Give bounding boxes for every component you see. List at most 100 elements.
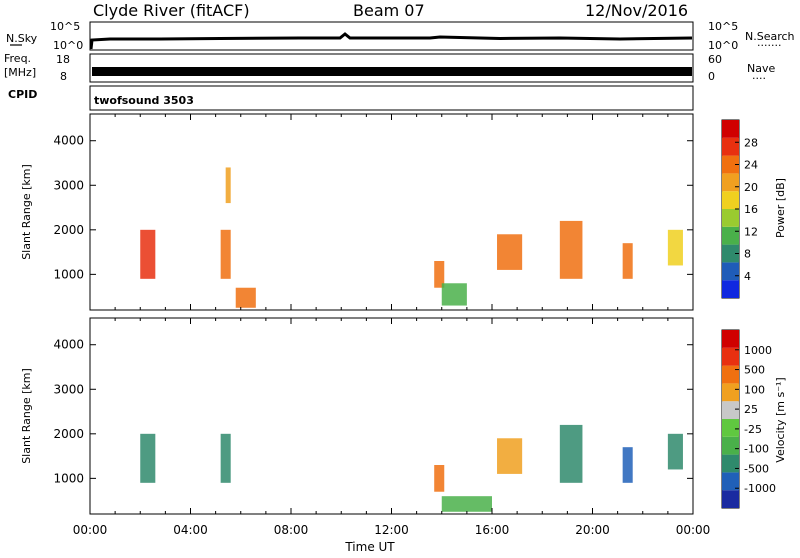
colorbar-cell (722, 330, 739, 348)
cpid-label: CPID (8, 88, 37, 101)
velocity-ylabel: Slant Range [km] (20, 368, 33, 464)
colorbar-tick-label: -25 (744, 423, 762, 436)
nave-marker: ···· (752, 72, 766, 85)
nsky-right-tick-top: 10^5 (708, 20, 738, 33)
x-tick-label: 12:00 (374, 523, 409, 537)
colorbar-cell (722, 209, 739, 227)
patch-0 (140, 229, 156, 279)
station-title: Clyde River (fitACF) (93, 1, 250, 20)
y-tick-label: 4000 (53, 338, 84, 352)
y-tick-label: 2000 (53, 427, 84, 441)
colorbar-tick-label: 12 (744, 225, 758, 238)
colorbar-tick-label: -1000 (744, 482, 776, 495)
freq-unit: [MHz] (4, 66, 36, 79)
y-tick-label: 3000 (53, 178, 84, 192)
freq-trace (92, 67, 692, 76)
power-ylabel: Slant Range [km] (20, 164, 33, 260)
colorbar-tick-label: 100 (744, 383, 765, 396)
patch-7 (559, 220, 583, 279)
patch-0 (140, 433, 156, 483)
nsearch-label: N.Search (745, 30, 795, 43)
colorbar-tick-label: 8 (744, 248, 751, 261)
patch-9 (667, 229, 683, 266)
nsky-strip: N.Sky 10^5 10^0 10^5 10^0 N.Search ·····… (6, 20, 795, 52)
y-tick-label: 2000 (53, 223, 84, 237)
time-axis-labels: 00:00 04:00 08:00 12:00 16:00 20:00 00:00 (73, 523, 711, 537)
patch-2 (434, 465, 445, 492)
cpid-text: twofsound 3503 (94, 94, 194, 107)
nave-tick-bottom: 0 (708, 70, 715, 83)
power-colorbar-label: Power [dB] (774, 178, 787, 238)
power-x-ticks (89, 114, 694, 310)
colorbar-tick-label: 1000 (744, 344, 772, 357)
x-tick-label: 20:00 (575, 523, 610, 537)
patch-3 (441, 496, 492, 512)
patch-7 (667, 433, 683, 470)
colorbar-cell (722, 490, 739, 508)
power-colorbar: 28 24 20 16 12 8 4 Power [dB] (721, 119, 787, 299)
x-tick-label: 08:00 (274, 523, 309, 537)
velocity-colorbar-label: Velocity [m s⁻¹] (774, 377, 787, 462)
colorbar-tick-label: 28 (744, 136, 758, 149)
velocity-colorbar: 1000 500 100 25 -25 -100 -500 -1000 Velocity [m… (721, 329, 787, 509)
colorbar-cell (722, 226, 739, 245)
nsky-left-tick-top: 10^5 (50, 20, 80, 33)
colorbar-cell (722, 365, 739, 384)
colorbar-cell (722, 347, 739, 366)
colorbar-cell (722, 454, 739, 473)
colorbar-cell (722, 155, 739, 174)
freq-frame (89, 53, 694, 83)
nsky-right-tick-bottom: 10^0 (708, 39, 738, 52)
patch-5 (559, 424, 583, 483)
nsky-trace (89, 32, 693, 50)
colorbar-cell (722, 436, 739, 455)
velocity-colorbar-ticks: 1000 500 100 25 -25 -100 -500 -1000 (735, 344, 776, 495)
velocity-x-ticks (89, 318, 694, 514)
patch-2 (225, 167, 231, 204)
colorbar-tick-label: 24 (744, 159, 758, 172)
y-tick-label: 4000 (53, 134, 84, 148)
patch-6 (622, 447, 633, 483)
time-axis-title: Time UT (344, 540, 395, 554)
x-tick-label: 04:00 (173, 523, 208, 537)
velocity-panel: 1000 2000 3000 4000 Slant Range [km] (20, 317, 694, 515)
cpid-strip: CPID twofsound 3503 (8, 85, 694, 111)
colorbar-tick-label: 500 (744, 364, 765, 377)
colorbar-tick-label: 16 (744, 203, 758, 216)
nsky-left-label: N.Sky (6, 32, 38, 45)
power-panel: 1000 2000 3000 4000 Slant Range [km] (20, 113, 694, 311)
power-y-ticks: 1000 2000 3000 4000 (53, 134, 693, 281)
power-colorbar-ticks: 28 24 20 16 12 8 4 (735, 136, 758, 283)
patch-3 (235, 287, 256, 308)
nave-label: Nave (747, 62, 775, 75)
colorbar-cell (722, 262, 739, 281)
power-plot-area (89, 113, 694, 311)
nsearch-marker: ······· (757, 39, 781, 52)
colorbar-cell (722, 280, 739, 298)
date-title: 12/Nov/2016 (585, 1, 688, 20)
colorbar-tick-label: -100 (744, 443, 769, 456)
colorbar-cell (722, 120, 739, 138)
velocity-y-ticks: 1000 2000 3000 4000 (53, 338, 693, 485)
velocity-patches (140, 424, 683, 512)
velocity-colorbar-cells (722, 330, 739, 508)
colorbar-cell (722, 191, 739, 209)
freq-label: Freq. (4, 52, 31, 65)
x-tick-label: 16:00 (475, 523, 510, 537)
colorbar-cell (722, 419, 739, 437)
patch-1 (220, 433, 231, 483)
colorbar-cell (722, 383, 739, 402)
patch-4 (497, 438, 523, 474)
patch-6 (497, 234, 523, 270)
nave-tick-top: 60 (708, 53, 722, 66)
x-tick-label: 00:00 (73, 523, 108, 537)
freq-tick-top: 18 (56, 53, 70, 66)
x-tick-label: 00:00 (676, 523, 711, 537)
colorbar-cell (722, 137, 739, 156)
power-colorbar-cells (722, 120, 739, 298)
nsky-frame (89, 21, 694, 51)
colorbar-cell (722, 173, 739, 192)
colorbar-cell (722, 244, 739, 263)
colorbar-cell (722, 401, 739, 419)
